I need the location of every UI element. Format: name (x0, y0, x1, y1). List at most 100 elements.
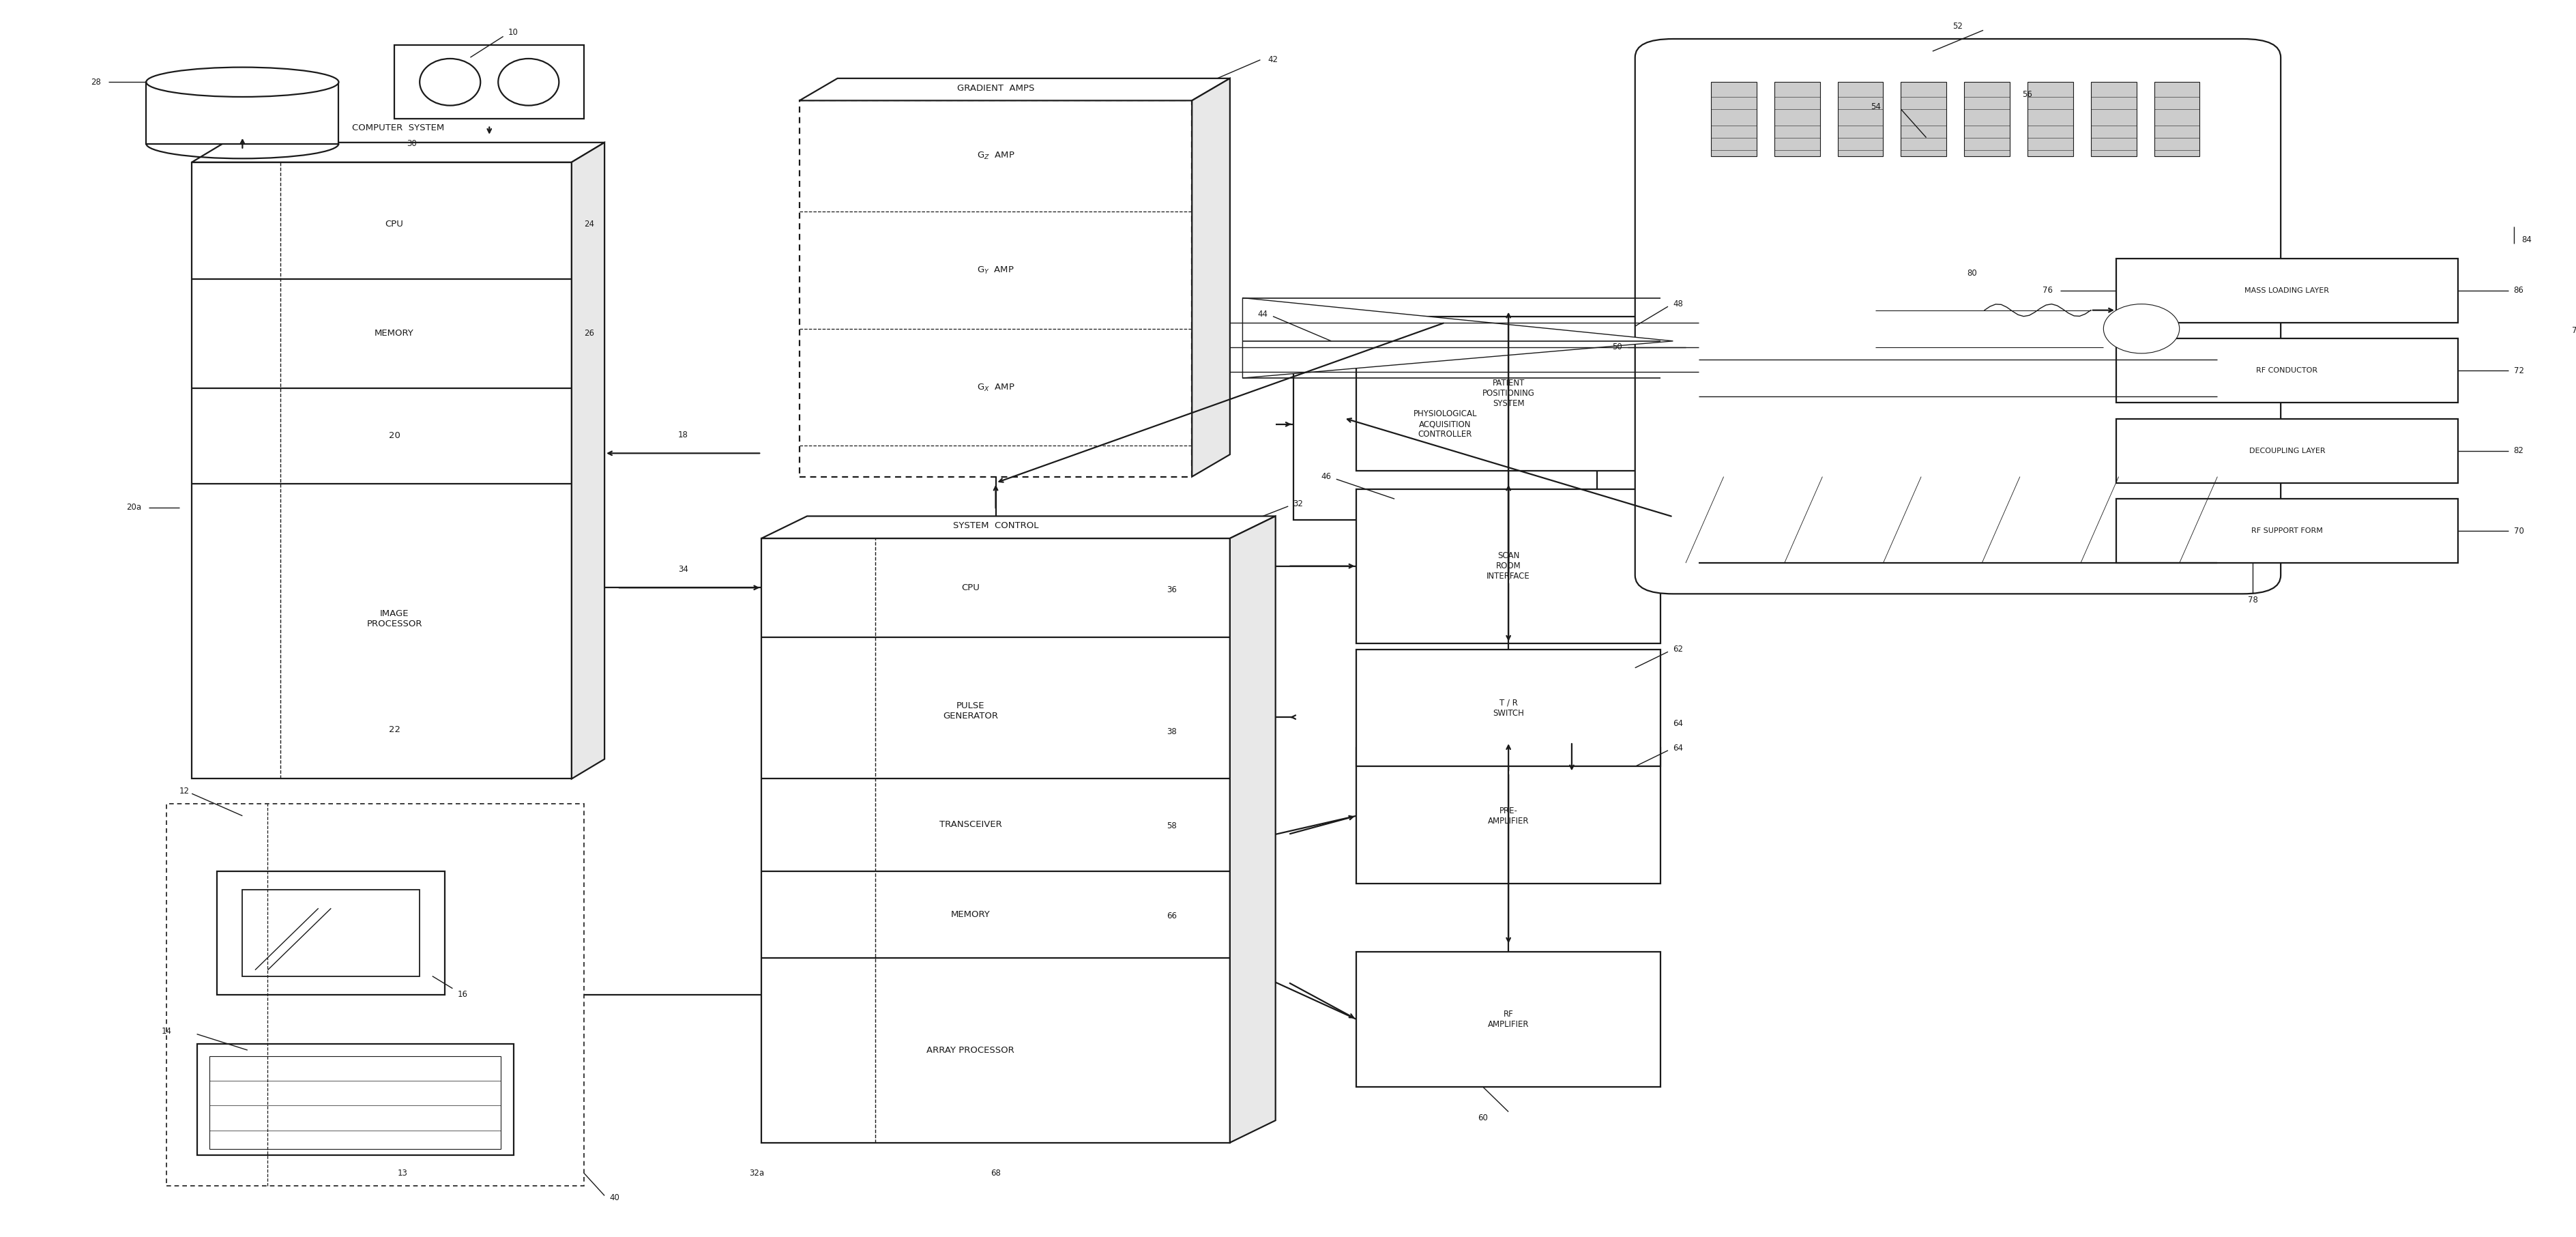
Text: 32: 32 (1293, 500, 1303, 508)
Text: 26: 26 (585, 329, 595, 338)
Text: T / R
SWITCH: T / R SWITCH (1494, 699, 1525, 717)
Text: 72: 72 (2514, 366, 2524, 375)
Bar (216, 871, 446, 995)
Text: TRANSCEIVER: TRANSCEIVER (940, 820, 1002, 829)
Text: MEMORY: MEMORY (951, 910, 989, 919)
Bar (1710, 82, 1757, 156)
Text: 38: 38 (1167, 727, 1177, 736)
Text: 56: 56 (2022, 90, 2032, 99)
Polygon shape (799, 78, 1229, 100)
Polygon shape (572, 142, 605, 779)
Bar (1358, 748, 1662, 883)
Text: 32a: 32a (750, 1169, 765, 1178)
Bar (147, 82, 337, 143)
Bar (1358, 317, 1662, 470)
Text: 30: 30 (407, 140, 417, 148)
Text: RF SUPPORT FORM: RF SUPPORT FORM (2251, 527, 2324, 534)
Text: CPU: CPU (961, 583, 979, 593)
Text: G$_Y$  AMP: G$_Y$ AMP (976, 266, 1015, 276)
Text: SCAN
ROOM
INTERFACE: SCAN ROOM INTERFACE (1486, 552, 1530, 580)
Text: 10: 10 (507, 28, 518, 37)
Polygon shape (762, 516, 1275, 538)
Bar (2154, 82, 2200, 156)
Text: IMAGE
PROCESSOR: IMAGE PROCESSOR (366, 609, 422, 628)
Text: COMPUTER  SYSTEM: COMPUTER SYSTEM (353, 124, 443, 132)
Text: 52: 52 (1953, 22, 1963, 31)
Text: 82: 82 (2514, 447, 2524, 455)
Text: 16: 16 (459, 990, 469, 999)
Bar (209, 1056, 500, 1149)
Polygon shape (1242, 298, 1672, 379)
Text: GRADIENT  AMPS: GRADIENT AMPS (958, 84, 1036, 93)
Bar (2115, 259, 2458, 323)
Text: CPU: CPU (386, 219, 404, 229)
Text: 34: 34 (677, 565, 688, 574)
Text: PATIENT
POSITIONING
SYSTEM: PATIENT POSITIONING SYSTEM (1481, 379, 1535, 408)
Polygon shape (1229, 516, 1275, 1143)
Text: 20a: 20a (126, 503, 142, 512)
Text: RF CONDUCTOR: RF CONDUCTOR (2257, 367, 2318, 374)
Ellipse shape (147, 67, 337, 96)
Text: 28: 28 (90, 78, 100, 87)
Bar (2027, 82, 2074, 156)
Bar (2115, 499, 2458, 563)
Bar (1965, 82, 2009, 156)
Polygon shape (1193, 78, 1229, 476)
Text: G$_X$  AMP: G$_X$ AMP (976, 382, 1015, 393)
Polygon shape (191, 142, 605, 162)
Text: DECOUPLING LAYER: DECOUPLING LAYER (2249, 448, 2326, 454)
Text: 50: 50 (1613, 343, 1623, 351)
Text: 24: 24 (585, 219, 595, 229)
Text: 42: 42 (1267, 56, 1278, 64)
Text: 64: 64 (1672, 719, 1682, 727)
Text: 54: 54 (1870, 103, 1880, 111)
Text: 84: 84 (2522, 235, 2532, 245)
Ellipse shape (2105, 304, 2179, 354)
Text: RF
AMPLIFIER: RF AMPLIFIER (1489, 1009, 1530, 1029)
Bar (191, 162, 572, 779)
Text: 13: 13 (397, 1169, 407, 1178)
Text: 58: 58 (1167, 821, 1177, 830)
Ellipse shape (497, 58, 559, 105)
Text: 70: 70 (2514, 527, 2524, 536)
Text: MEMORY: MEMORY (374, 329, 415, 338)
Ellipse shape (420, 58, 482, 105)
Text: 66: 66 (1167, 912, 1177, 920)
Bar (2115, 418, 2458, 482)
Text: MASS LOADING LAYER: MASS LOADING LAYER (2244, 287, 2329, 294)
Bar (1358, 951, 1662, 1087)
Text: 60: 60 (1479, 1113, 1489, 1122)
FancyBboxPatch shape (1636, 38, 2280, 594)
Text: SYSTEM  CONTROL: SYSTEM CONTROL (953, 522, 1038, 531)
Text: G$_Z$  AMP: G$_Z$ AMP (976, 151, 1015, 161)
Text: 86: 86 (2514, 286, 2524, 294)
Bar (196, 1044, 513, 1155)
Bar (762, 538, 1229, 1143)
Bar (1358, 649, 1662, 767)
Text: 18: 18 (677, 430, 688, 439)
Bar (1775, 82, 1819, 156)
Bar (1901, 82, 1947, 156)
Text: 80: 80 (1968, 268, 1976, 277)
Text: 14: 14 (162, 1027, 173, 1037)
Text: PULSE
GENERATOR: PULSE GENERATOR (943, 701, 997, 720)
Bar (2092, 82, 2136, 156)
Bar (394, 45, 585, 119)
Bar (1837, 82, 1883, 156)
Bar (242, 889, 420, 976)
Text: ARRAY PROCESSOR: ARRAY PROCESSOR (927, 1045, 1015, 1055)
Text: PRE-
AMPLIFIER: PRE- AMPLIFIER (1489, 807, 1530, 825)
Text: 12: 12 (180, 787, 191, 795)
Text: 64: 64 (1672, 743, 1682, 752)
Text: 20: 20 (389, 432, 399, 440)
Bar (167, 804, 585, 1186)
Text: 44: 44 (1257, 309, 1267, 318)
Text: 36: 36 (1167, 585, 1177, 595)
Bar (799, 100, 1193, 476)
Text: 48: 48 (1672, 299, 1682, 308)
Bar (1293, 329, 1597, 520)
Text: 40: 40 (611, 1194, 621, 1202)
Text: 22: 22 (389, 725, 399, 734)
Text: 46: 46 (1321, 473, 1332, 481)
Text: PHYSIOLOGICAL
ACQUISITION
CONTROLLER: PHYSIOLOGICAL ACQUISITION CONTROLLER (1414, 409, 1476, 439)
